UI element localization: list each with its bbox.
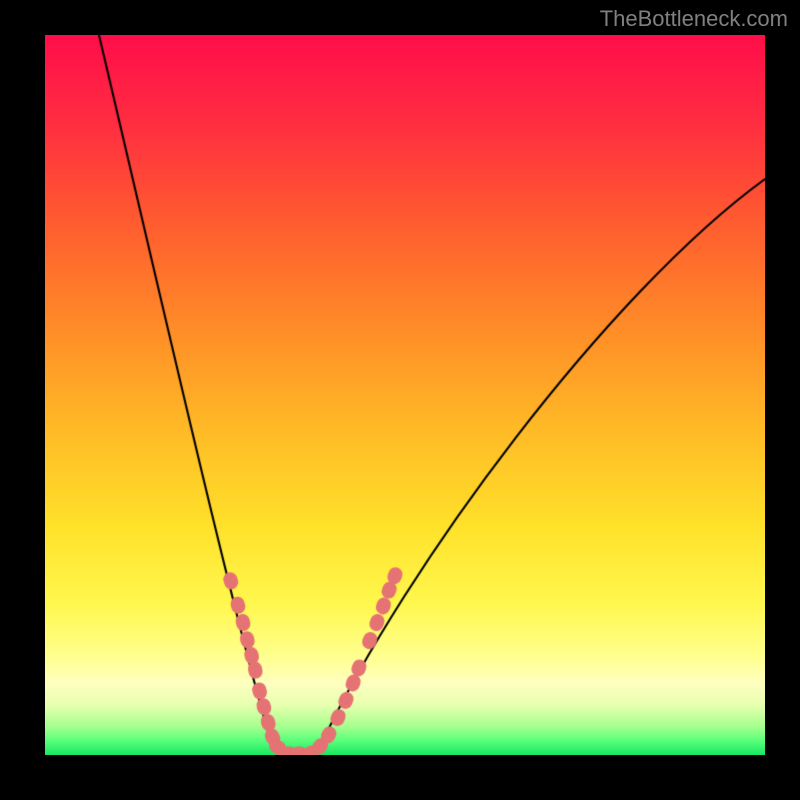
chart-plot-area: [45, 35, 765, 755]
chart-canvas: [45, 35, 765, 755]
watermark-text: TheBottleneck.com: [600, 6, 788, 32]
